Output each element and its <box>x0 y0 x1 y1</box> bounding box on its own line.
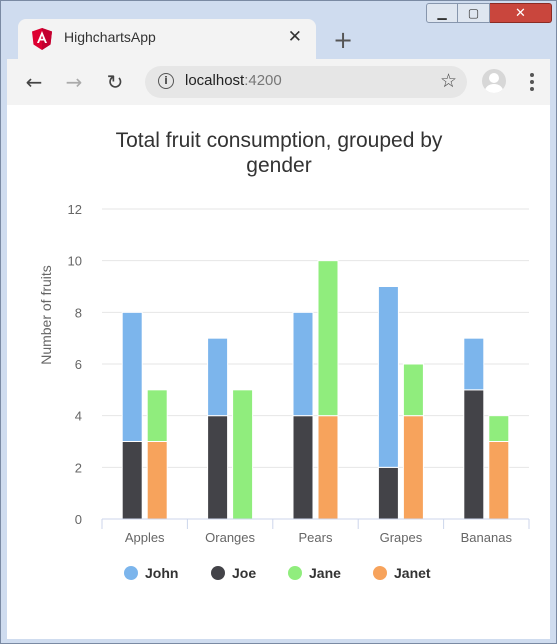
chart-title-line1: Total fruit consumption, grouped by <box>116 129 443 152</box>
title-bar: ▁ ▢ ✕ <box>1 1 556 31</box>
bar-john-bananas[interactable] <box>463 337 485 391</box>
bar-john-pears[interactable] <box>292 311 314 417</box>
x-tick-label: Grapes <box>380 530 423 545</box>
page-content: Total fruit consumption, grouped by gend… <box>7 105 550 639</box>
angular-icon <box>32 28 52 50</box>
y-tick-label: 8 <box>75 305 82 320</box>
bar-janet-bananas[interactable] <box>488 441 510 520</box>
x-tick-label: Bananas <box>461 530 513 545</box>
y-tick-label: 6 <box>75 357 82 372</box>
star-icon[interactable]: ☆ <box>439 70 457 92</box>
y-tick-label: 4 <box>75 409 82 424</box>
browser-toolbar: ← → ↻ i localhost:4200 ☆ <box>7 59 550 106</box>
profile-icon[interactable] <box>482 69 506 93</box>
bar-john-apples[interactable] <box>121 311 143 442</box>
bar-janet-grapes[interactable] <box>402 415 424 520</box>
stacked-column-chart: Total fruit consumption, grouped by gend… <box>38 129 530 581</box>
bar-joe-oranges[interactable] <box>207 415 229 520</box>
bar-janet-pears[interactable] <box>317 415 339 520</box>
address-bar[interactable]: i localhost:4200 ☆ <box>145 66 467 98</box>
y-tick-label: 2 <box>75 460 82 475</box>
y-axis-title: Number of fruits <box>38 265 54 365</box>
legend-label-jane[interactable]: Jane <box>309 565 341 581</box>
bar-joe-apples[interactable] <box>121 441 143 520</box>
legend-label-john[interactable]: John <box>145 565 178 581</box>
y-tick-label: 12 <box>68 202 82 217</box>
y-tick-label: 10 <box>68 254 82 269</box>
forward-icon[interactable]: → <box>65 70 83 94</box>
tab-title: HighchartsApp <box>64 29 156 45</box>
legend-symbol-janet[interactable] <box>373 566 387 580</box>
bar-joe-pears[interactable] <box>292 415 314 520</box>
url-text[interactable]: localhost:4200 <box>185 72 282 89</box>
maximize-button[interactable]: ▢ <box>458 3 490 23</box>
menu-icon[interactable] <box>527 69 537 95</box>
legend-symbol-john[interactable] <box>124 566 138 580</box>
bar-jane-oranges[interactable] <box>232 389 254 520</box>
legend-symbol-joe[interactable] <box>211 566 225 580</box>
back-icon[interactable]: ← <box>25 70 43 94</box>
bar-jane-pears[interactable] <box>317 260 339 417</box>
bar-janet-apples[interactable] <box>146 441 168 520</box>
x-tick-label: Apples <box>125 530 165 545</box>
bar-joe-bananas[interactable] <box>463 389 485 520</box>
close-window-button[interactable]: ✕ <box>490 3 552 23</box>
y-tick-label: 0 <box>75 512 82 527</box>
info-icon[interactable]: i <box>158 73 174 89</box>
close-tab-icon[interactable]: ✕ <box>287 27 302 47</box>
reload-icon[interactable]: ↻ <box>106 70 124 94</box>
bar-joe-grapes[interactable] <box>377 466 399 520</box>
legend-label-janet[interactable]: Janet <box>394 565 431 581</box>
legend-label-joe[interactable]: Joe <box>232 565 256 581</box>
bar-john-oranges[interactable] <box>207 337 229 417</box>
minimize-button[interactable]: ▁ <box>426 3 458 23</box>
x-tick-label: Pears <box>299 530 333 545</box>
legend-symbol-jane[interactable] <box>288 566 302 580</box>
bar-jane-apples[interactable] <box>146 389 168 443</box>
new-tab-button[interactable]: + <box>332 26 354 54</box>
bar-john-grapes[interactable] <box>377 286 399 468</box>
x-tick-label: Oranges <box>205 530 255 545</box>
bar-jane-bananas[interactable] <box>488 415 510 442</box>
chart-title-line2: gender <box>246 154 311 177</box>
bar-jane-grapes[interactable] <box>402 363 424 417</box>
browser-tab[interactable]: HighchartsApp ✕ <box>18 19 316 59</box>
